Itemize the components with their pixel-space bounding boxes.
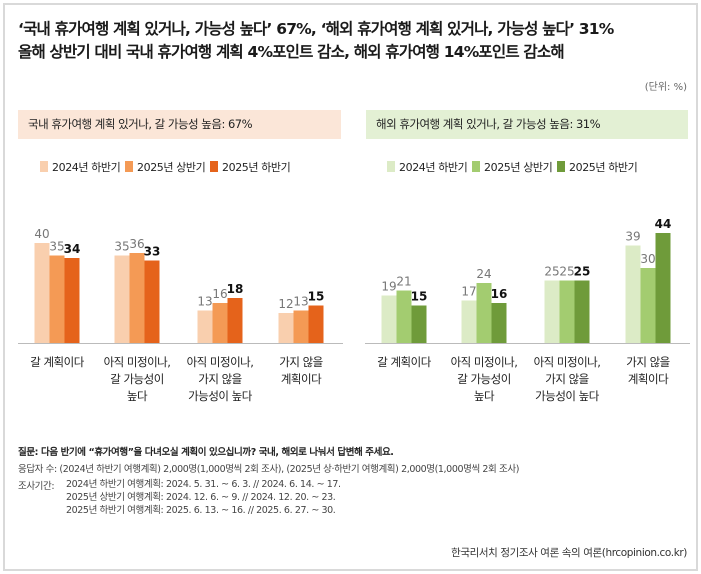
- data-label: 17: [461, 285, 476, 299]
- bar: [144, 260, 160, 343]
- bar: [411, 305, 427, 343]
- unit-label: (단위: %): [644, 82, 687, 93]
- data-label: 34: [64, 242, 81, 256]
- legend-swatch: [557, 161, 565, 172]
- legend-label: 2024년 하반기: [52, 160, 120, 174]
- bar: [64, 258, 80, 343]
- bar: [129, 253, 145, 343]
- domestic-panel-header: 국내 휴가여행 계획 있거나, 갈 가능성 높음: 67%: [18, 110, 341, 139]
- category-label: 높다: [127, 389, 148, 403]
- data-label: 35: [49, 240, 64, 254]
- data-label: 13: [293, 295, 308, 309]
- category-label: 계획이다: [281, 372, 322, 386]
- category-label: 아직 미정이나,: [187, 355, 254, 369]
- bar: [381, 295, 397, 343]
- legend-label: 2025년 상반기: [137, 161, 205, 174]
- bar: [640, 268, 656, 343]
- legend-label: 2025년 하반기: [569, 160, 637, 174]
- data-label: 44: [655, 217, 672, 231]
- data-label: 13: [197, 295, 212, 309]
- category-label: 갈 가능성이: [110, 372, 164, 386]
- bar: [308, 305, 324, 343]
- bar: [212, 303, 228, 343]
- bar: [197, 310, 213, 343]
- legend-swatch: [210, 161, 218, 172]
- bar: [396, 290, 412, 343]
- bar: [655, 233, 671, 343]
- period-line: 2025년 하반기 여행계획: 2025. 6. 13. ~ 16. // 20…: [66, 505, 336, 516]
- bar: [461, 300, 477, 343]
- legend-swatch: [472, 161, 480, 172]
- headline: ‘국내 휴가여행 계획 있거나, 가능성 높다’ 67%, ‘해외 휴가여행 계…: [18, 18, 614, 64]
- bar: [491, 303, 507, 343]
- data-label: 30: [640, 252, 655, 266]
- source: 한국리서치 정기조사 여론 속의 여론(hrcopinion.co.kr): [451, 547, 687, 559]
- frame: [3, 3, 698, 571]
- data-label: 36: [129, 237, 144, 251]
- headline-line2: 올해 상반기 대비 국내 휴가여행 계획 4%포인트 감소, 해외 휴가여행 1…: [18, 43, 565, 61]
- data-label: 35: [114, 240, 129, 254]
- bar: [293, 310, 309, 343]
- headline-line1: ‘국내 휴가여행 계획 있거나, 가능성 높다’ 67%, ‘해외 휴가여행 계…: [18, 20, 614, 38]
- category-label: 가지 않을: [626, 355, 669, 369]
- period-line: 2024년 하반기 여행계획: 2024. 5. 31. ~ 6. 3. // …: [66, 479, 341, 490]
- category-label: 아직 미정이나,: [104, 355, 171, 369]
- category-label: 가지 않을: [545, 372, 588, 386]
- category-label: 계획이다: [628, 372, 669, 386]
- period-label: 조사기간:: [18, 481, 55, 492]
- overseas-panel-header: 해외 휴가여행 계획 있거나, 갈 가능성 높음: 31%: [366, 110, 688, 139]
- data-label: 15: [411, 290, 428, 304]
- data-label: 18: [227, 282, 244, 296]
- bar: [544, 280, 560, 343]
- legend-label: 2025년 상반기: [484, 161, 552, 174]
- legend-swatch: [125, 161, 133, 172]
- bar: [34, 243, 50, 343]
- notes: 질문: 다음 반기에 “휴가여행”을 다녀오실 계획이 있으십니까? 국내, 해…: [18, 444, 519, 517]
- bar: [559, 280, 575, 343]
- bar: [227, 298, 243, 343]
- survey-period: 조사기간: 2024년 하반기 여행계획: 2024. 5. 31. ~ 6. …: [18, 478, 519, 517]
- category-label: 가능성이 높다: [535, 389, 600, 403]
- category-label: 가능성이 높다: [188, 389, 253, 403]
- data-label: 16: [212, 287, 227, 301]
- bar: [49, 255, 65, 343]
- data-label: 40: [34, 227, 49, 241]
- category-label: 갈 계획이다: [377, 355, 431, 369]
- category-label: 갈 계획이다: [30, 355, 84, 369]
- bar: [278, 313, 294, 343]
- bar: [476, 283, 492, 343]
- bar: [625, 245, 641, 343]
- bar: [114, 255, 130, 343]
- category-label: 높다: [474, 389, 495, 403]
- category-label: 아직 미정이나,: [451, 355, 518, 369]
- legend-swatch: [40, 161, 48, 172]
- data-label: 19: [381, 280, 396, 294]
- bar: [574, 280, 590, 343]
- category-label: 가지 않을: [279, 355, 322, 369]
- legend-swatch: [387, 161, 395, 172]
- question: 질문: 다음 반기에 “휴가여행”을 다녀오실 계획이 있으십니까? 국내, 해…: [18, 447, 394, 458]
- data-label: 24: [476, 267, 491, 281]
- data-label: 39: [625, 230, 640, 244]
- period-line: 2025년 상반기 여행계획: 2024. 12. 6. ~ 9. // 202…: [66, 492, 336, 503]
- data-label: 25: [544, 265, 559, 279]
- data-label: 12: [278, 297, 293, 311]
- respondents: 응답자 수: (2024년 하반기 여행계획) 2,000명(1,000명씩 2…: [18, 464, 519, 475]
- legend-label: 2024년 하반기: [399, 160, 467, 174]
- data-label: 21: [396, 275, 411, 289]
- category-label: 아직 미정이나,: [534, 355, 601, 369]
- data-label: 33: [144, 245, 161, 259]
- data-label: 15: [308, 290, 325, 304]
- data-label: 25: [559, 265, 574, 279]
- category-label: 갈 가능성이: [457, 372, 511, 386]
- legend-label: 2025년 하반기: [222, 160, 290, 174]
- data-label: 16: [491, 287, 508, 301]
- data-label: 25: [574, 265, 591, 279]
- category-label: 가지 않을: [198, 372, 241, 386]
